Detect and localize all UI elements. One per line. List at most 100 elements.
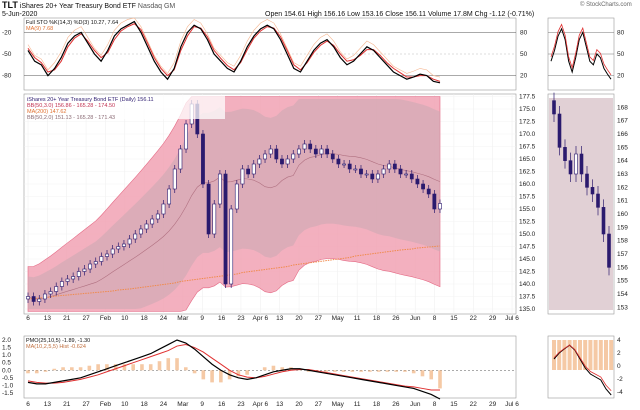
price-candle bbox=[280, 158, 284, 165]
weekly-pmo-hist bbox=[552, 340, 556, 370]
weekly-pmo-tick: -4 bbox=[617, 389, 623, 396]
weekly-candle bbox=[596, 193, 600, 208]
price-y-tick: 155.0 bbox=[519, 206, 536, 213]
price-candle bbox=[342, 163, 346, 166]
x-tick-label: 27 bbox=[82, 315, 90, 322]
weekly-pmo-tick: 2 bbox=[617, 350, 621, 357]
weekly-pmo-hist bbox=[609, 340, 614, 370]
weekly-sto-k bbox=[550, 27, 612, 80]
pmo-hist-legend: MA(10,2,5,5) Hist -0.624 bbox=[26, 344, 86, 350]
weekly-pmo-hist bbox=[578, 340, 582, 370]
pmo-hist-bar bbox=[236, 370, 241, 377]
weekly-candle bbox=[585, 173, 589, 188]
bollinger-middle bbox=[27, 153, 441, 300]
sto-right-tick: 20 bbox=[520, 73, 528, 80]
price-candle bbox=[421, 183, 425, 190]
pmo-x-tick-label: 16 bbox=[218, 401, 226, 408]
pmo-hist-bar bbox=[411, 370, 416, 374]
pmo-hist-bar bbox=[324, 370, 328, 372]
weekly-sto-tick: 50 bbox=[617, 51, 625, 58]
x-tick-label: 29 bbox=[489, 315, 497, 322]
price-candle bbox=[336, 158, 341, 165]
pmo-hist-bar bbox=[359, 370, 363, 372]
price-candle bbox=[347, 163, 352, 170]
pmo-hist-bar bbox=[271, 365, 276, 371]
pmo-hist-bar bbox=[219, 370, 223, 383]
weekly-candle bbox=[568, 160, 573, 175]
weekly-pmo-hist bbox=[604, 340, 608, 370]
price-candle bbox=[54, 286, 59, 292]
pmo-hist-bar bbox=[350, 370, 355, 372]
price-candle bbox=[274, 148, 279, 160]
pmo-hist-bar bbox=[113, 364, 118, 371]
pmo-hist-bar bbox=[262, 367, 267, 371]
pmo-hist-bar bbox=[368, 370, 372, 372]
price-candle bbox=[409, 173, 414, 180]
price-candle bbox=[167, 188, 171, 205]
x-tick-label: Feb bbox=[100, 315, 112, 322]
pmo-hist-bar bbox=[210, 370, 214, 383]
pmo-hist-bar bbox=[201, 370, 206, 380]
weekly-price-tick: 154 bbox=[617, 291, 628, 298]
weekly-price-tick: 163 bbox=[617, 171, 628, 178]
bollinger-band-inner bbox=[28, 99, 440, 309]
price-y-tick: 140.0 bbox=[519, 281, 536, 288]
price-candle bbox=[212, 203, 217, 235]
pmo-line bbox=[27, 339, 441, 400]
weekly-pmo-hist bbox=[588, 340, 593, 370]
price-candle bbox=[426, 188, 431, 195]
weekly-price-tick: 167 bbox=[617, 118, 628, 125]
pmo-x-tick-label: Feb bbox=[100, 401, 112, 408]
price-candle bbox=[201, 133, 205, 185]
price-candle bbox=[376, 173, 380, 180]
weekly-price-tick: 155 bbox=[617, 278, 628, 285]
weekly-candle bbox=[579, 153, 584, 175]
pmo-x-tick-label: 21 bbox=[63, 401, 71, 408]
pmo-hist-bar bbox=[43, 370, 48, 372]
sto-raw-line bbox=[27, 17, 441, 78]
price-candle bbox=[93, 261, 98, 265]
x-tick-label: 11 bbox=[354, 315, 361, 322]
x-tick-label: 8 bbox=[433, 315, 437, 322]
x-tick-label: May bbox=[332, 315, 345, 322]
price-candle bbox=[353, 168, 358, 171]
pmo-x-tick-label: 13 bbox=[276, 401, 284, 408]
price-y-tick: 150.0 bbox=[519, 231, 536, 238]
weekly-candle bbox=[607, 233, 611, 268]
price-candle bbox=[31, 296, 36, 302]
price-candle bbox=[359, 168, 363, 175]
pmo-x-tick-label: 20 bbox=[295, 401, 303, 408]
weekly-price-tick: 166 bbox=[617, 131, 628, 138]
price-candle bbox=[127, 238, 132, 245]
pmo-x-tick-label: 18 bbox=[141, 401, 149, 408]
price-y-tick: 145.0 bbox=[519, 256, 536, 263]
weekly-candle bbox=[601, 207, 606, 235]
pmo-hist-bar bbox=[61, 367, 65, 371]
price-candle bbox=[268, 148, 273, 155]
pmo-hist-bar bbox=[140, 364, 144, 371]
weekly-candle bbox=[590, 187, 595, 195]
chart-date: 5-Jun-2020 bbox=[2, 11, 38, 18]
price-candle bbox=[65, 278, 70, 282]
weekly-sto-tick: 80 bbox=[617, 29, 625, 36]
price-candle bbox=[381, 168, 386, 175]
sto-k-line bbox=[27, 20, 441, 84]
sto-ma-legend: MA(9) 7.68 bbox=[26, 26, 53, 32]
pmo-hist-bar bbox=[341, 370, 346, 372]
pmo-hist-bar bbox=[420, 370, 425, 377]
price-candle bbox=[263, 153, 267, 160]
pmo-hist-bar bbox=[96, 364, 100, 371]
pmo-hist-bar bbox=[333, 370, 337, 372]
price-candle bbox=[257, 158, 262, 165]
pmo-hist-bar bbox=[403, 370, 407, 372]
price-y-tick: 170.0 bbox=[519, 131, 536, 138]
price-candle bbox=[178, 148, 183, 170]
price-candle bbox=[172, 168, 177, 190]
pmo-hist-bar bbox=[131, 364, 135, 371]
price-candle bbox=[302, 143, 307, 150]
price-candle bbox=[325, 148, 330, 155]
price-y-tick: 172.5 bbox=[519, 119, 536, 126]
price-candle bbox=[43, 293, 47, 300]
weekly-pmo-hist bbox=[557, 340, 562, 370]
x-tick-label: 24 bbox=[160, 315, 168, 322]
